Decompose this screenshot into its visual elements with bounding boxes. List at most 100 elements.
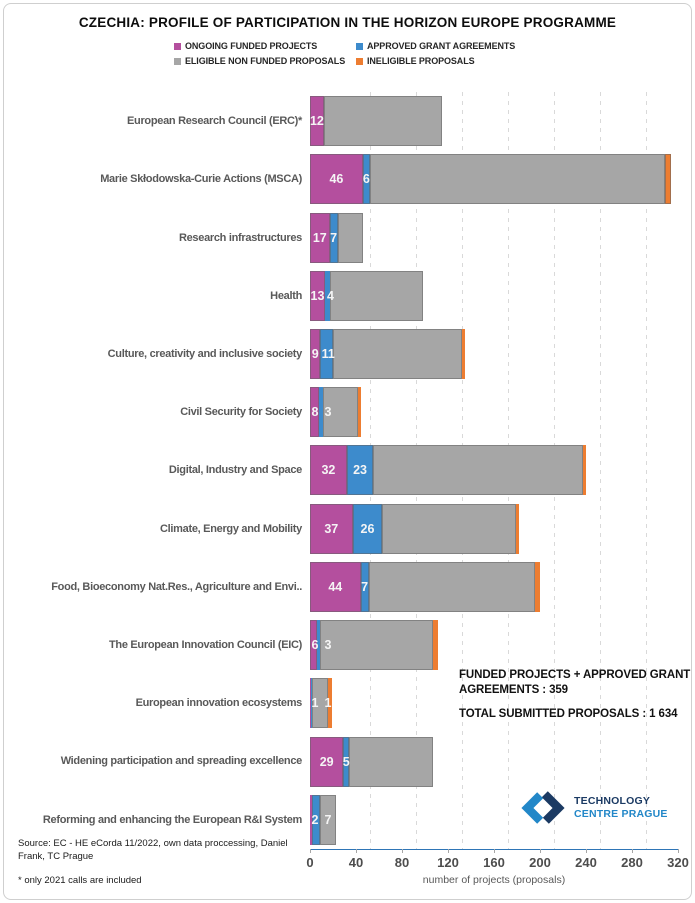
bar-segment-1 — [324, 270, 330, 321]
bar-segment-1 — [352, 503, 383, 554]
value-label-funded: 17 — [312, 230, 327, 245]
bar-track: 44 7 — [310, 561, 685, 612]
tick-label-200: 200 — [529, 855, 551, 870]
legend-item-3: INELIGIBLE PROPOSALS — [356, 56, 515, 66]
legend-label: APPROVED GRANT AGREEMENTS — [367, 41, 516, 51]
category-label: European innovation ecosystems — [135, 697, 303, 710]
value-label-funded: 2 — [311, 812, 319, 827]
bar-segment-1 — [316, 620, 321, 671]
bar-row: European innovation ecosystems 1 1 — [18, 674, 685, 732]
annotation-funded-total: FUNDED PROJECTS + APPROVED GRANT AGREEME… — [459, 669, 691, 696]
bar-row: Civil Security for Society 8 3 — [18, 383, 685, 441]
bar-track: 46 6 — [310, 154, 685, 205]
legend-label: INELIGIBLE PROPOSALS — [367, 56, 475, 66]
tick-label-320: 320 — [667, 855, 689, 870]
bar-segment-2 — [373, 445, 583, 496]
bar-segment-3 — [328, 678, 332, 729]
category-label: Marie Skłodowska-Curie Actions (MSCA) — [100, 173, 302, 186]
tick-label-240: 240 — [575, 855, 597, 870]
legend-swatch-icon — [174, 42, 181, 50]
bar-segment-0 — [310, 620, 317, 671]
bar-segment-3 — [535, 561, 540, 612]
bar-row: Reforming and enhancing the European R&I… — [18, 791, 685, 849]
bar-segment-0 — [310, 794, 313, 845]
bar-segment-1 — [362, 154, 370, 205]
category-label: Digital, Industry and Space — [168, 464, 302, 477]
category-label: Civil Security for Society — [180, 406, 302, 419]
bar-track: 17 7 — [310, 212, 685, 263]
bar-row: Digital, Industry and Space 32 23 — [18, 441, 685, 499]
category-label: Reforming and enhancing the European R&I… — [42, 813, 302, 826]
value-label-approved: 7 — [324, 812, 332, 827]
tick-mark-120 — [448, 849, 449, 853]
bar-segment-2 — [368, 561, 536, 612]
legend-label: ELIGIBLE NON FUNDED PROPOSALS — [185, 56, 346, 66]
bar-segment-1 — [329, 212, 338, 263]
value-label-approved: 3 — [324, 638, 332, 653]
bar-track: 32 23 — [310, 445, 685, 496]
value-label-approved: 7 — [361, 579, 369, 594]
bar-segment-1 — [360, 561, 369, 612]
legend-swatch-icon — [174, 57, 181, 65]
bar-segment-3 — [433, 620, 438, 671]
value-label-approved: 5 — [342, 754, 350, 769]
bar-segment-2 — [329, 270, 423, 321]
legend-item-0: ONGOING FUNDED PROJECTS — [174, 41, 356, 51]
bar-track: 12 — [309, 96, 685, 147]
bar-track: 13 4 — [310, 270, 685, 321]
chart-title: CZECHIA: PROFILE OF PARTICIPATION IN THE… — [78, 15, 617, 30]
value-label-funded: 13 — [310, 288, 325, 303]
x-axis-tick-labels: 0 40 80 120 160 200 240 280 320 — [306, 855, 688, 871]
source-text: Source: EC - HE eCorda 11/2022, own data… — [18, 838, 288, 863]
value-label-funded: 1 — [311, 696, 319, 711]
bar-segment-1 — [311, 678, 313, 729]
value-label-funded: 8 — [311, 405, 319, 420]
legend-swatch-icon — [356, 42, 363, 50]
value-label-approved: 6 — [362, 172, 370, 187]
bar-segment-2 — [382, 503, 516, 554]
bar-row: European Research Council (ERC)* 12 — [18, 92, 685, 150]
bar-segment-1 — [320, 328, 333, 379]
value-label-funded: 9 — [311, 346, 319, 361]
bar-segment-0 — [310, 387, 320, 438]
bar-segment-0 — [310, 736, 344, 787]
value-label-funded: 44 — [328, 579, 343, 594]
bar-segment-2 — [349, 736, 434, 787]
bar-segment-0 — [310, 154, 363, 205]
bar-row: Climate, Energy and Mobility 37 26 — [18, 500, 685, 558]
category-label: Health — [270, 289, 302, 302]
value-label-funded: 12 — [309, 114, 324, 129]
value-label-funded: 37 — [324, 521, 339, 536]
tick-mark-0 — [310, 849, 311, 853]
category-label: European Research Council (ERC)* — [127, 115, 302, 128]
bar-segment-1 — [312, 794, 321, 845]
bar-segment-2 — [337, 212, 363, 263]
bar-segment-0 — [310, 96, 324, 147]
tick-label-160: 160 — [483, 855, 505, 870]
value-label-approved: 11 — [321, 346, 335, 361]
value-label-approved: 26 — [360, 521, 375, 536]
legend: ONGOING FUNDED PROJECTS APPROVED GRANT AG… — [174, 41, 515, 66]
legend-label: ONGOING FUNDED PROJECTS — [185, 41, 318, 51]
legend-item-2: ELIGIBLE NON FUNDED PROPOSALS — [174, 56, 356, 66]
chart-frame: CZECHIA: PROFILE OF PARTICIPATION IN THE… — [3, 3, 692, 900]
value-label-approved: 3 — [324, 405, 332, 420]
bar-track: 29 5 — [310, 736, 685, 787]
logo-line-centre-prague: CENTRE PRAGUE — [574, 808, 668, 820]
category-label: Food, Bioeconomy Nat.Res., Agriculture a… — [51, 580, 302, 593]
value-label-funded: 32 — [321, 463, 336, 478]
logo-text: TECHNOLOGY CENTRE PRAGUE — [574, 795, 668, 820]
value-label-funded: 46 — [329, 172, 344, 187]
tick-mark-160 — [494, 849, 495, 853]
bar-segment-1 — [346, 445, 374, 496]
bar-segment-2 — [322, 387, 359, 438]
bar-track: 9 11 — [310, 328, 685, 379]
value-label-approved: 1 — [324, 696, 332, 711]
bar-segment-0 — [310, 212, 330, 263]
tick-label-80: 80 — [394, 855, 410, 870]
bar-segment-0 — [310, 503, 353, 554]
bar-segment-2 — [320, 794, 337, 845]
plot-area: European Research Council (ERC)* 12 Marie … — [18, 92, 685, 849]
